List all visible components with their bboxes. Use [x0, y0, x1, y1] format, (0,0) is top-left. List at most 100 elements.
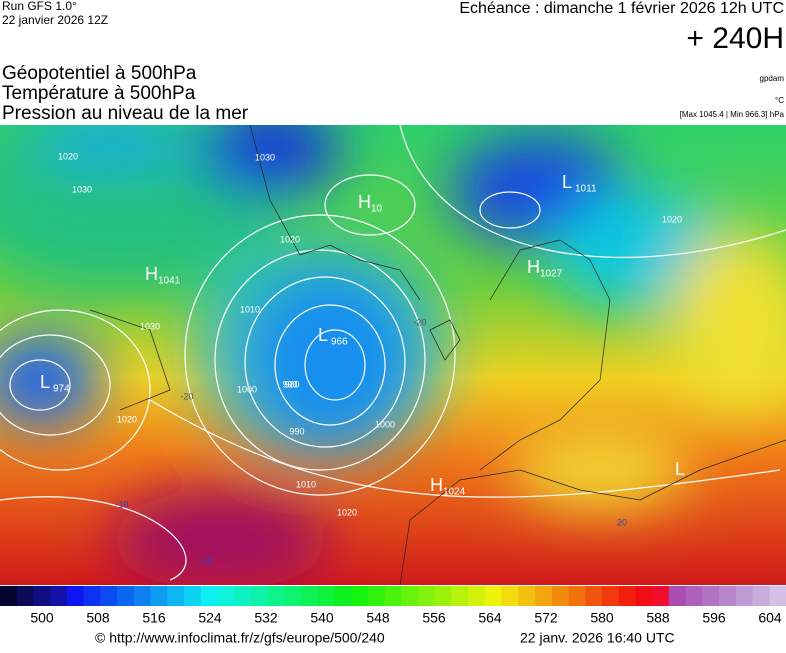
colorbar-swatch — [150, 586, 168, 606]
contour-label: 1030 — [72, 184, 92, 194]
isobars — [0, 125, 786, 581]
colorbar-tick-label: 580 — [590, 610, 614, 626]
colorbar-tick-label: 556 — [422, 610, 446, 626]
colorbar-swatch — [451, 586, 469, 606]
colorbar-swatch — [769, 586, 786, 606]
colorbar-swatch — [66, 586, 85, 606]
colorbar-swatch — [518, 586, 536, 606]
colorbar-swatch — [117, 586, 135, 606]
colorbar-tick-label: 604 — [758, 610, 782, 626]
valid-time: Echéance : dimanche 1 février 2026 12h U… — [459, 0, 784, 17]
colorbar-swatch — [234, 586, 252, 606]
contour-label: 1020 — [58, 151, 78, 161]
colorbar-swatch — [418, 586, 436, 606]
colorbar-tick-label: 516 — [142, 610, 166, 626]
colorbar-tick-label: 588 — [646, 610, 670, 626]
footer-generated: 22 janv. 2026 16:40 UTC — [520, 630, 675, 646]
contour-label: 1010 — [296, 479, 316, 489]
colorbar-swatch — [602, 586, 620, 606]
center-value: 1024 — [443, 487, 466, 498]
colorbar-swatch — [719, 586, 737, 606]
center-letter: L — [562, 172, 572, 192]
title: Géopotentiel à 500hPa — [2, 63, 197, 84]
unit: [Max 1045.4 | Min 966.3] hPa — [680, 110, 785, 119]
colorbar-swatch — [301, 586, 319, 606]
colorbar-swatch — [484, 586, 503, 606]
center-letter: H — [527, 257, 540, 277]
colorbar-tick-label: 540 — [310, 610, 334, 626]
contour-label: 1020 — [117, 414, 137, 424]
contour-label: 1000 — [375, 419, 395, 429]
colorbar-tick-label: 508 — [86, 610, 110, 626]
unit: gpdam — [760, 74, 785, 83]
contour-label: 990 — [289, 426, 304, 436]
colorbar-tick-label: 500 — [30, 610, 54, 626]
center-value: 966 — [331, 337, 348, 348]
colorbar-swatch — [200, 586, 218, 606]
colorbar-swatch — [133, 586, 152, 606]
colorbar-swatch — [217, 586, 235, 606]
contour-label: 1020 — [662, 214, 682, 224]
colorbar-swatch — [0, 586, 18, 606]
colorbar-swatch — [284, 586, 302, 606]
contour-label: 1030 — [255, 152, 275, 162]
unit: °C — [775, 96, 784, 105]
colorbar-swatch — [618, 586, 636, 606]
colorbar-swatch — [83, 586, 101, 606]
colorbar-swatch — [367, 586, 386, 606]
contour-label: 1010 — [240, 304, 260, 314]
run: Run GFS 1.0° — [2, 0, 77, 13]
colorbar-swatch — [434, 586, 453, 606]
center-letter: H — [430, 475, 443, 495]
lead-time: + 240H — [686, 22, 784, 55]
contour-label: 1020 — [337, 507, 357, 517]
center-letter: H — [145, 264, 158, 284]
colorbar-swatch — [50, 586, 68, 606]
colorbar-swatch — [752, 586, 770, 606]
colorbar-swatch — [685, 586, 703, 606]
contour-label: 980 — [284, 379, 299, 389]
title: Température à 500hPa — [2, 83, 196, 104]
coastlines — [89, 125, 786, 585]
colorbar-tick-label: 564 — [478, 610, 502, 626]
colorbar-swatch — [668, 586, 687, 606]
colorbar-tick-label: 572 — [534, 610, 558, 626]
contour-label: -20 — [180, 391, 193, 401]
center-value: 1041 — [158, 276, 181, 287]
center-value: 1027 — [540, 269, 563, 280]
colorbar-swatch — [401, 586, 419, 606]
colorbar-swatch — [16, 586, 34, 606]
colorbar-swatch — [635, 586, 653, 606]
colorbar-swatch — [652, 586, 670, 606]
colorbar-swatch — [167, 586, 185, 606]
colorbar-tick-label: 532 — [254, 610, 278, 626]
center-letter: L — [40, 372, 50, 392]
contour-label: 1020 — [280, 234, 300, 244]
contour-label: 20 — [617, 517, 627, 527]
center-letter: H — [358, 192, 371, 212]
footer-source: © http://www.infoclimat.fr/z/gfs/europe/… — [95, 630, 385, 646]
center-letter: L — [318, 325, 328, 345]
contour-label: 1030 — [140, 321, 160, 331]
colorbar-swatch — [33, 586, 51, 606]
colorbar-swatch — [267, 586, 285, 606]
colorbar-swatch — [468, 586, 486, 606]
colorbar-swatch — [334, 586, 352, 606]
colorbar-swatch — [702, 586, 720, 606]
contour-label: 990 — [282, 379, 297, 389]
run-date: 22 janvier 2026 12Z — [2, 13, 108, 27]
contour-label: -10 — [199, 555, 212, 565]
center-value: 1011 — [575, 184, 597, 195]
colorbar-swatch — [100, 586, 118, 606]
center-letter: L — [675, 459, 685, 479]
colorbar-swatch — [317, 586, 335, 606]
center-value: 974 — [53, 384, 70, 395]
title: Pression au niveau de la mer — [2, 103, 249, 124]
colorbar-swatch — [351, 586, 369, 606]
colorbar-swatch — [551, 586, 570, 606]
colorbar-tick-label: 524 — [198, 610, 222, 626]
colorbar-swatch — [250, 586, 269, 606]
colorbar-swatch — [535, 586, 553, 606]
